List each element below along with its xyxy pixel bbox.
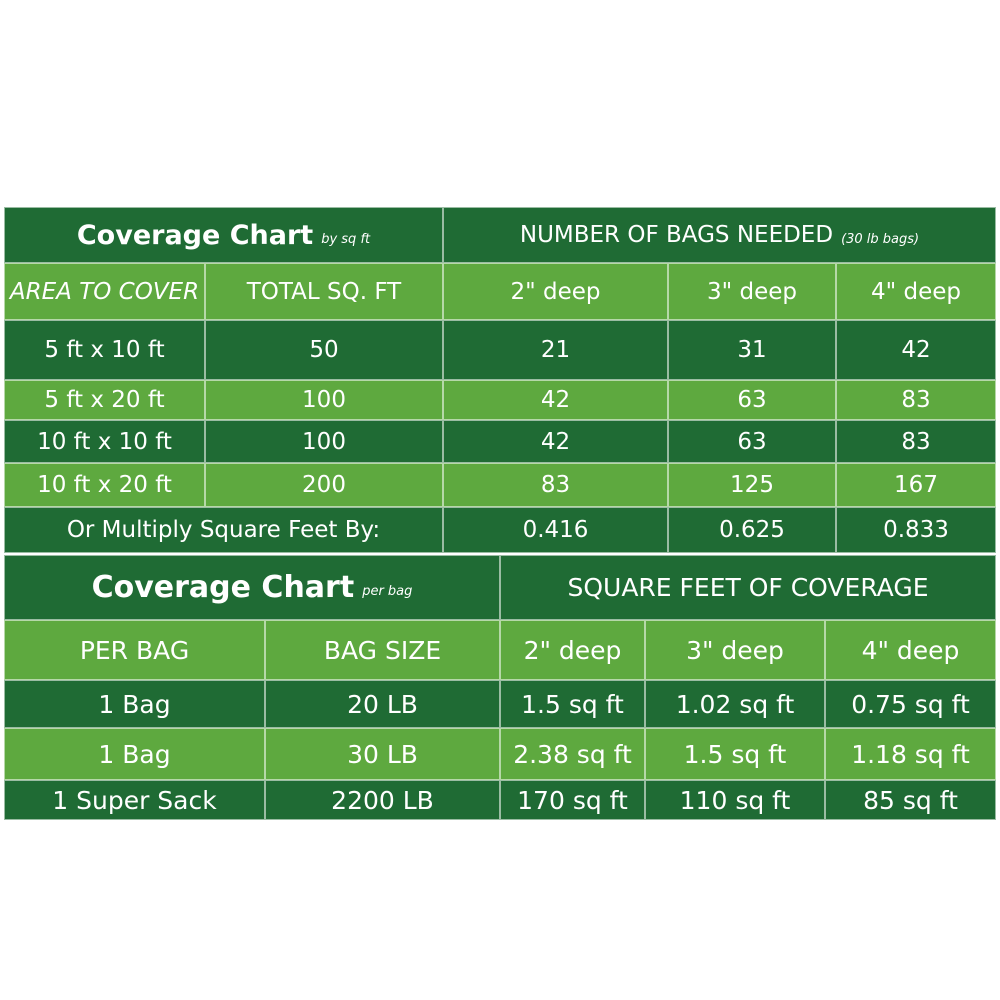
table-cell: 85 sq ft [825,780,996,820]
table-cell: 10 ft x 10 ft [4,420,205,463]
table-cell: 200 [205,463,443,507]
table-cell: 1 Bag [4,680,265,728]
column-header: TOTAL SQ. FT [205,263,443,320]
table-cell: 1.18 sq ft [825,728,996,780]
column-header: 4" deep [825,620,996,680]
table-cell: 1.5 sq ft [645,728,825,780]
table-cell: 21 [443,320,668,380]
table-cell: 83 [836,420,996,463]
table-cell: 63 [668,380,836,420]
table-cell: 83 [836,380,996,420]
title-note: per bag [362,584,413,599]
column-header: AREA TO COVER [4,263,205,320]
group-note: (30 lb bags) [841,231,920,247]
column-header: 2" deep [443,263,668,320]
table-cell: 125 [668,463,836,507]
table-cell: 42 [836,320,996,380]
table-cell: 100 [205,420,443,463]
table-cell: 170 sq ft [500,780,645,820]
table-cell: 63 [668,420,836,463]
table-cell: 30 LB [265,728,500,780]
table-cell: 83 [443,463,668,507]
table-cell: 42 [443,420,668,463]
table-cell: 31 [668,320,836,380]
table-cell: 20 LB [265,680,500,728]
group-header-text: SQUARE FEET OF COVERAGE [567,573,929,602]
title: Coverage Chart [91,570,355,605]
table-cell: 0.75 sq ft [825,680,996,728]
table-cell: 2.38 sq ft [500,728,645,780]
table-cell: 10 ft x 20 ft [4,463,205,507]
column-header: 2" deep [500,620,645,680]
column-header: BAG SIZE [265,620,500,680]
header-title: Coverage Chart per bag [4,555,500,620]
table-cell: 5 ft x 20 ft [4,380,205,420]
group-header-text: NUMBER OF BAGS NEEDED [519,222,834,248]
title-note: by sq ft [321,231,371,247]
multiplier: 0.833 [836,507,996,553]
table-cell: 1.02 sq ft [645,680,825,728]
table-cell: 1.5 sq ft [500,680,645,728]
table-cell: 42 [443,380,668,420]
multiplier: 0.416 [443,507,668,553]
table-cell: 2200 LB [265,780,500,820]
title: Coverage Chart [76,219,314,251]
group-header: SQUARE FEET OF COVERAGE [500,555,996,620]
column-header: 4" deep [836,263,996,320]
header-title: Coverage Chart by sq ft [4,207,443,263]
multiplier-label: Or Multiply Square Feet By: [4,507,443,553]
column-header: 3" deep [668,263,836,320]
table-cell: 1 Super Sack [4,780,265,820]
column-header: 3" deep [645,620,825,680]
table-cell: 5 ft x 10 ft [4,320,205,380]
table-cell: 50 [205,320,443,380]
table-cell: 1 Bag [4,728,265,780]
table-cell: 110 sq ft [645,780,825,820]
multiplier: 0.625 [668,507,836,553]
table-cell: 100 [205,380,443,420]
group-header: NUMBER OF BAGS NEEDED (30 lb bags) [443,207,996,263]
column-header: PER BAG [4,620,265,680]
table-cell: 167 [836,463,996,507]
